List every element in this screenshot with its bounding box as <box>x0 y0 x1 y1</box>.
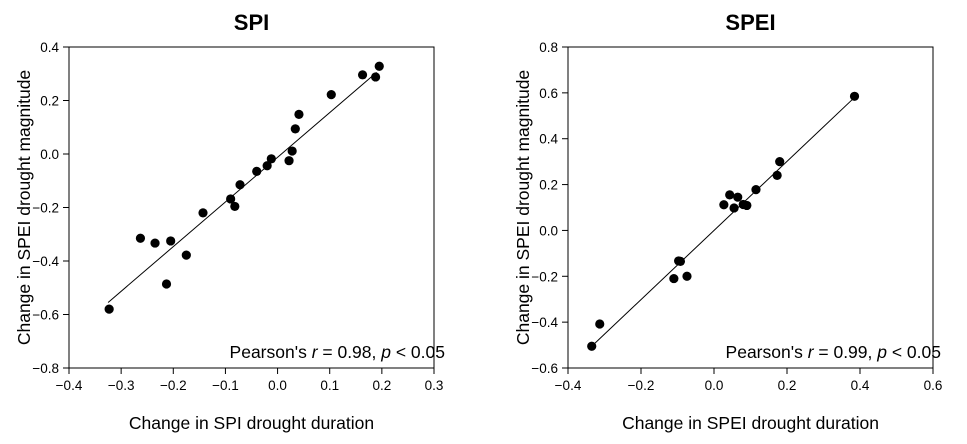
annotation-p-symbol: p <box>380 342 391 362</box>
y-tick-label: 0.0 <box>539 223 558 238</box>
y-tick-label: −0.6 <box>32 308 59 323</box>
annotation-r-text: = 0.98, <box>318 342 382 362</box>
x-tick-label: 0.2 <box>372 378 391 393</box>
data-point <box>729 203 739 213</box>
annotation-prefix: Pearson's <box>726 342 808 362</box>
data-point <box>587 341 597 351</box>
data-point <box>775 157 785 167</box>
data-point <box>226 194 236 204</box>
chart-spi: SPI −0.4 −0.3 −0.2 −0.1 0.0 0.1 0.2 0.3 −0.8 −0.6 −… <box>14 10 445 433</box>
data-point <box>284 156 294 166</box>
y-tick-label: 0.2 <box>40 94 59 109</box>
x-tick-label: −0.1 <box>212 378 239 393</box>
data-point <box>326 90 336 100</box>
chart-title: SPEI <box>725 10 775 35</box>
annotation-r-text: = 0.99, <box>814 342 878 362</box>
y-tick-label: 0.4 <box>539 132 558 147</box>
data-point <box>262 161 272 171</box>
x-axis-label: Change in SPI drought duration <box>129 413 374 433</box>
data-point <box>374 61 384 71</box>
data-point <box>772 170 782 180</box>
data-point <box>230 201 240 212</box>
y-tick-label: −0.4 <box>531 315 558 330</box>
y-tick-label: −0.2 <box>32 201 59 216</box>
data-point <box>733 192 743 202</box>
data-point <box>161 279 172 289</box>
data-point <box>287 146 297 156</box>
annotation-p-text: < 0.05 <box>391 342 445 362</box>
annotation-r-symbol: r <box>312 342 319 362</box>
correlation-annotation: Pearson's r = 0.99, p < 0.05 <box>726 342 941 362</box>
y-axis-label: Change in SPEI drought magnitude <box>14 70 34 345</box>
data-point <box>595 319 605 329</box>
plot-frame <box>68 46 435 369</box>
regression-line <box>591 97 855 347</box>
x-tick-label: 0.1 <box>320 378 339 393</box>
y-tick-label: −0.8 <box>32 361 59 376</box>
data-point <box>357 70 368 80</box>
data-point <box>104 304 114 314</box>
data-point <box>675 256 686 266</box>
data-point <box>166 236 176 246</box>
x-tick-label: 0.4 <box>851 378 870 393</box>
data-point <box>235 180 245 190</box>
data-point <box>371 72 381 82</box>
data-point <box>682 271 692 281</box>
data-point <box>669 273 679 284</box>
x-axis-label: Change in SPEI drought duration <box>622 413 879 433</box>
chart-spei: SPEI −0.4 −0.2 0.0 0.2 0.4 0.6 −0.6 −0.4 −0.2 0.0 0… <box>513 10 942 433</box>
data-point <box>135 233 146 243</box>
annotation-r-symbol: r <box>808 342 815 362</box>
plot-frame <box>567 46 934 369</box>
annotation-p-text: < 0.05 <box>887 342 941 362</box>
data-point <box>294 109 304 120</box>
y-tick-label: 0.8 <box>539 40 558 55</box>
y-tick-label: 0.4 <box>40 40 59 55</box>
data-point <box>150 238 160 248</box>
x-tick-label: 0.0 <box>268 378 287 393</box>
correlation-annotation: Pearson's r = 0.98, p < 0.05 <box>230 342 445 362</box>
data-point <box>719 200 729 210</box>
x-tick-label: 0.6 <box>924 378 943 393</box>
x-tick-label: −0.2 <box>628 378 655 393</box>
data-point <box>198 208 208 218</box>
y-axis-label: Change in SPEI drought magnitude <box>513 70 533 345</box>
data-point <box>181 250 191 260</box>
x-tick-label: 0.0 <box>705 378 724 393</box>
annotation-p-symbol: p <box>876 342 887 362</box>
y-tick-label: 0.6 <box>539 86 558 101</box>
x-tick-label: 0.3 <box>425 378 444 393</box>
x-tick-label: −0.3 <box>108 378 135 393</box>
x-tick-label: 0.2 <box>778 378 797 393</box>
x-tick-label: −0.4 <box>56 378 83 393</box>
annotation-prefix: Pearson's <box>230 342 312 362</box>
data-point <box>266 154 276 164</box>
data-point <box>742 200 752 211</box>
x-tick-label: −0.2 <box>160 378 187 393</box>
data-point <box>725 190 735 200</box>
data-point <box>252 166 262 176</box>
y-tick-label: −0.4 <box>32 254 59 269</box>
y-tick-label: 0.2 <box>539 178 558 193</box>
y-tick-label: −0.6 <box>531 361 558 376</box>
data-point <box>751 185 761 195</box>
data-point <box>849 91 860 101</box>
y-tick-label: 0.0 <box>40 147 59 162</box>
chart-title: SPI <box>234 10 269 35</box>
data-point <box>290 124 300 134</box>
x-tick-label: −0.4 <box>555 378 582 393</box>
y-tick-label: −0.2 <box>531 269 558 284</box>
